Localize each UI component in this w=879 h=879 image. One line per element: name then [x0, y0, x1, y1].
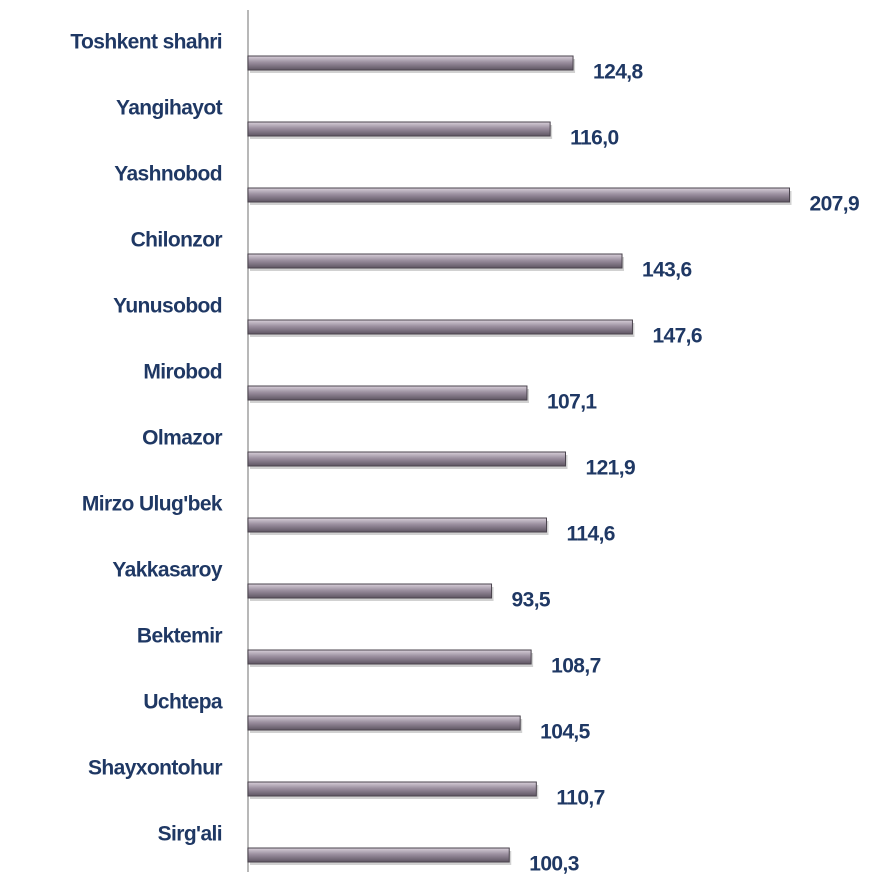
- bar: [247, 385, 528, 401]
- category-label: Chilonzor: [131, 229, 223, 252]
- value-label: 116,0: [570, 127, 618, 150]
- category-label: Olmazor: [142, 427, 222, 450]
- bar: [247, 781, 537, 797]
- value-label: 108,7: [551, 655, 601, 678]
- bar: [247, 187, 791, 203]
- category-label: Mirzo Ulug'bek: [82, 493, 223, 516]
- bar: [247, 121, 551, 137]
- bar: [247, 55, 574, 71]
- value-label: 93,5: [512, 589, 551, 612]
- category-label: Bektemir: [137, 625, 223, 648]
- category-label: Yashnobod: [114, 163, 222, 186]
- value-label: 107,1: [547, 391, 597, 414]
- value-label: 114,6: [566, 523, 614, 546]
- bar: [247, 451, 567, 467]
- category-label: Sirg'ali: [158, 823, 222, 846]
- category-label: Shayxontohur: [88, 757, 222, 780]
- category-label: Yangihayot: [116, 97, 223, 120]
- value-label: 124,8: [593, 61, 643, 84]
- value-label: 147,6: [652, 325, 702, 348]
- category-label: Yunusobod: [113, 295, 222, 318]
- bar: [247, 253, 623, 269]
- category-label: Yakkasaroy: [112, 559, 223, 582]
- value-label: 100,3: [529, 853, 579, 876]
- category-label: Mirobod: [143, 361, 222, 384]
- value-label: 143,6: [642, 259, 692, 282]
- bar: [247, 319, 633, 335]
- value-label: 207,9: [810, 193, 860, 216]
- category-label: Toshkent shahri: [70, 31, 222, 54]
- category-label: Uchtepa: [143, 691, 223, 714]
- value-label: 104,5: [540, 721, 590, 744]
- value-label: 121,9: [586, 457, 636, 480]
- bar: [247, 649, 532, 665]
- bar: [247, 715, 521, 731]
- bar: [247, 517, 547, 533]
- value-label: 110,7: [556, 787, 604, 810]
- bar: [247, 583, 493, 599]
- bar: [247, 847, 510, 863]
